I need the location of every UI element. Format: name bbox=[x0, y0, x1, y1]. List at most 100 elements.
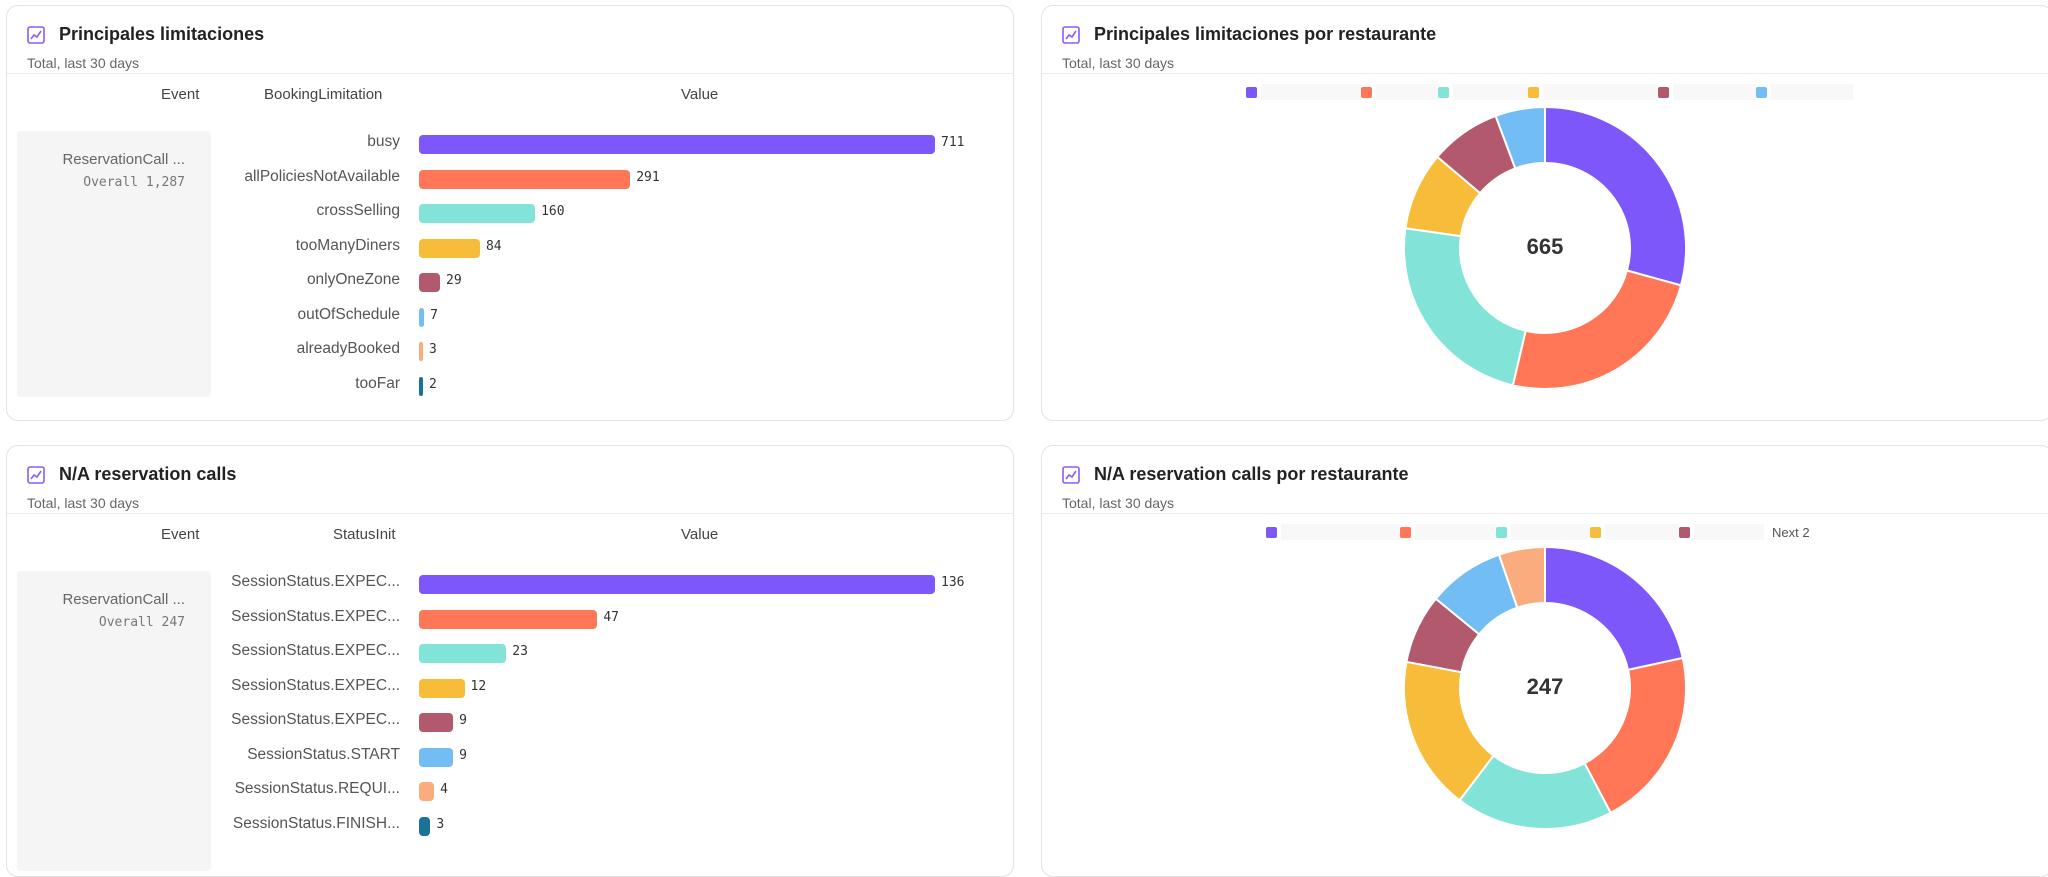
bar-row[interactable]: crossSelling 160 bbox=[7, 195, 1013, 229]
bar-row[interactable]: tooManyDiners 84 bbox=[7, 230, 1013, 264]
bar[interactable] bbox=[419, 135, 935, 154]
bar[interactable] bbox=[419, 679, 465, 698]
card-title[interactable]: N/A reservation calls bbox=[59, 464, 236, 485]
bar-value-label: 12 bbox=[471, 679, 487, 694]
bar-value-label: 47 bbox=[603, 610, 619, 625]
legend-item[interactable] bbox=[1266, 524, 1400, 540]
legend-swatch bbox=[1756, 87, 1767, 98]
bar-label: crossSelling bbox=[316, 202, 400, 220]
bar-row[interactable]: alreadyBooked 3 bbox=[7, 333, 1013, 367]
bar-label: SessionStatus.EXPEC... bbox=[231, 608, 400, 626]
bar[interactable] bbox=[419, 170, 630, 189]
bar-value-label: 3 bbox=[429, 342, 437, 357]
column-header-event: Event bbox=[161, 86, 199, 103]
legend-label-placeholder bbox=[1261, 84, 1361, 100]
bar-value-label: 9 bbox=[459, 713, 467, 728]
bar-table: Event StatusInit Value ReservationCall .… bbox=[7, 514, 1013, 874]
legend-swatch bbox=[1496, 527, 1507, 538]
legend-swatch bbox=[1361, 87, 1372, 98]
bar-row[interactable]: SessionStatus.FINISH... 3 bbox=[7, 808, 1013, 842]
column-header-event: Event bbox=[161, 526, 199, 543]
insights-report-icon bbox=[1062, 466, 1080, 484]
bar-value-label: 3 bbox=[436, 817, 444, 832]
donut-total: 665 bbox=[1485, 234, 1605, 260]
bar-value-label: 29 bbox=[446, 273, 462, 288]
bar-label: SessionStatus.EXPEC... bbox=[231, 642, 400, 660]
bar-label: allPoliciesNotAvailable bbox=[244, 168, 400, 186]
card-header: N/A reservation calls Total, last 30 day… bbox=[7, 446, 1013, 514]
card-principales-limitaciones: Principales limitaciones Total, last 30 … bbox=[6, 5, 1014, 421]
bar-row[interactable]: SessionStatus.START 9 bbox=[7, 739, 1013, 773]
donut-slice[interactable] bbox=[1545, 547, 1683, 670]
bar[interactable] bbox=[419, 782, 434, 801]
bar-row[interactable]: SessionStatus.EXPEC... 136 bbox=[7, 566, 1013, 600]
bar-value-label: 4 bbox=[440, 782, 448, 797]
bar[interactable] bbox=[419, 239, 480, 258]
legend-label-placeholder bbox=[1281, 524, 1400, 540]
card-title[interactable]: Principales limitaciones por restaurante bbox=[1094, 24, 1436, 45]
bar-row[interactable]: outOfSchedule 7 bbox=[7, 299, 1013, 333]
bar-row[interactable]: SessionStatus.EXPEC... 12 bbox=[7, 670, 1013, 704]
column-header-value: Value bbox=[681, 526, 718, 543]
bar-row[interactable]: busy 711 bbox=[7, 126, 1013, 160]
card-subtitle: Total, last 30 days bbox=[1062, 495, 2032, 511]
donut-area: 665 bbox=[1042, 74, 2048, 419]
bar-value-label: 711 bbox=[941, 135, 964, 150]
legend-item[interactable] bbox=[1246, 84, 1361, 100]
bar-row[interactable]: onlyOneZone 29 bbox=[7, 264, 1013, 298]
bar-row[interactable]: SessionStatus.REQUI... 4 bbox=[7, 773, 1013, 807]
legend-swatch bbox=[1658, 87, 1669, 98]
insights-report-icon bbox=[1062, 26, 1080, 44]
bar-row[interactable]: SessionStatus.EXPEC... 47 bbox=[7, 601, 1013, 635]
bar-row[interactable]: SessionStatus.EXPEC... 23 bbox=[7, 635, 1013, 669]
bar-value-label: 2 bbox=[429, 377, 437, 392]
bar[interactable] bbox=[419, 377, 423, 396]
legend-swatch bbox=[1400, 527, 1411, 538]
card-limitaciones-por-restaurante: Principales limitaciones por restaurante… bbox=[1041, 5, 2048, 421]
bar[interactable] bbox=[419, 342, 423, 361]
donut-total: 247 bbox=[1485, 674, 1605, 700]
bar-label: tooManyDiners bbox=[296, 237, 400, 255]
bar[interactable] bbox=[419, 308, 424, 327]
legend-label-placeholder bbox=[1694, 524, 1764, 540]
legend-swatch bbox=[1266, 527, 1277, 538]
donut-area: Next 2 247 bbox=[1042, 514, 2048, 874]
bar-label: busy bbox=[367, 133, 400, 151]
legend-swatch bbox=[1246, 87, 1257, 98]
bar[interactable] bbox=[419, 610, 597, 629]
bar[interactable] bbox=[419, 713, 453, 732]
card-title[interactable]: Principales limitaciones bbox=[59, 24, 264, 45]
card-na-reservation-calls: N/A reservation calls Total, last 30 day… bbox=[6, 445, 1014, 877]
card-header: Principales limitaciones Total, last 30 … bbox=[7, 6, 1013, 74]
bar-value-label: 291 bbox=[636, 170, 659, 185]
column-header-value: Value bbox=[681, 86, 718, 103]
legend-next-button[interactable]: Next 2 bbox=[1772, 525, 1810, 540]
bar-value-label: 84 bbox=[486, 239, 502, 254]
bar[interactable] bbox=[419, 817, 430, 836]
legend-swatch bbox=[1590, 527, 1601, 538]
donut-slice[interactable] bbox=[1513, 271, 1681, 389]
bar-row[interactable]: tooFar 2 bbox=[7, 368, 1013, 402]
card-subtitle: Total, last 30 days bbox=[27, 495, 993, 511]
card-subtitle: Total, last 30 days bbox=[27, 55, 993, 71]
bar[interactable] bbox=[419, 204, 535, 223]
insights-report-icon bbox=[27, 466, 45, 484]
legend-item[interactable] bbox=[1756, 84, 1853, 100]
bar[interactable] bbox=[419, 748, 453, 767]
bar-row[interactable]: allPoliciesNotAvailable 291 bbox=[7, 161, 1013, 195]
column-header-group: BookingLimitation bbox=[264, 86, 382, 103]
bar-label: SessionStatus.EXPEC... bbox=[231, 677, 400, 695]
bar-label: onlyOneZone bbox=[307, 271, 400, 289]
legend-swatch bbox=[1438, 87, 1449, 98]
bar[interactable] bbox=[419, 273, 440, 292]
bar[interactable] bbox=[419, 644, 506, 663]
bar-label: SessionStatus.EXPEC... bbox=[231, 711, 400, 729]
bar-label: SessionStatus.FINISH... bbox=[233, 815, 400, 833]
bar-row[interactable]: SessionStatus.EXPEC... 9 bbox=[7, 704, 1013, 738]
card-title[interactable]: N/A reservation calls por restaurante bbox=[1094, 464, 1408, 485]
bar[interactable] bbox=[419, 575, 935, 594]
bar-label: SessionStatus.REQUI... bbox=[235, 780, 400, 798]
legend-label-placeholder bbox=[1771, 84, 1853, 100]
legend-swatch bbox=[1528, 87, 1539, 98]
insights-report-icon bbox=[27, 26, 45, 44]
